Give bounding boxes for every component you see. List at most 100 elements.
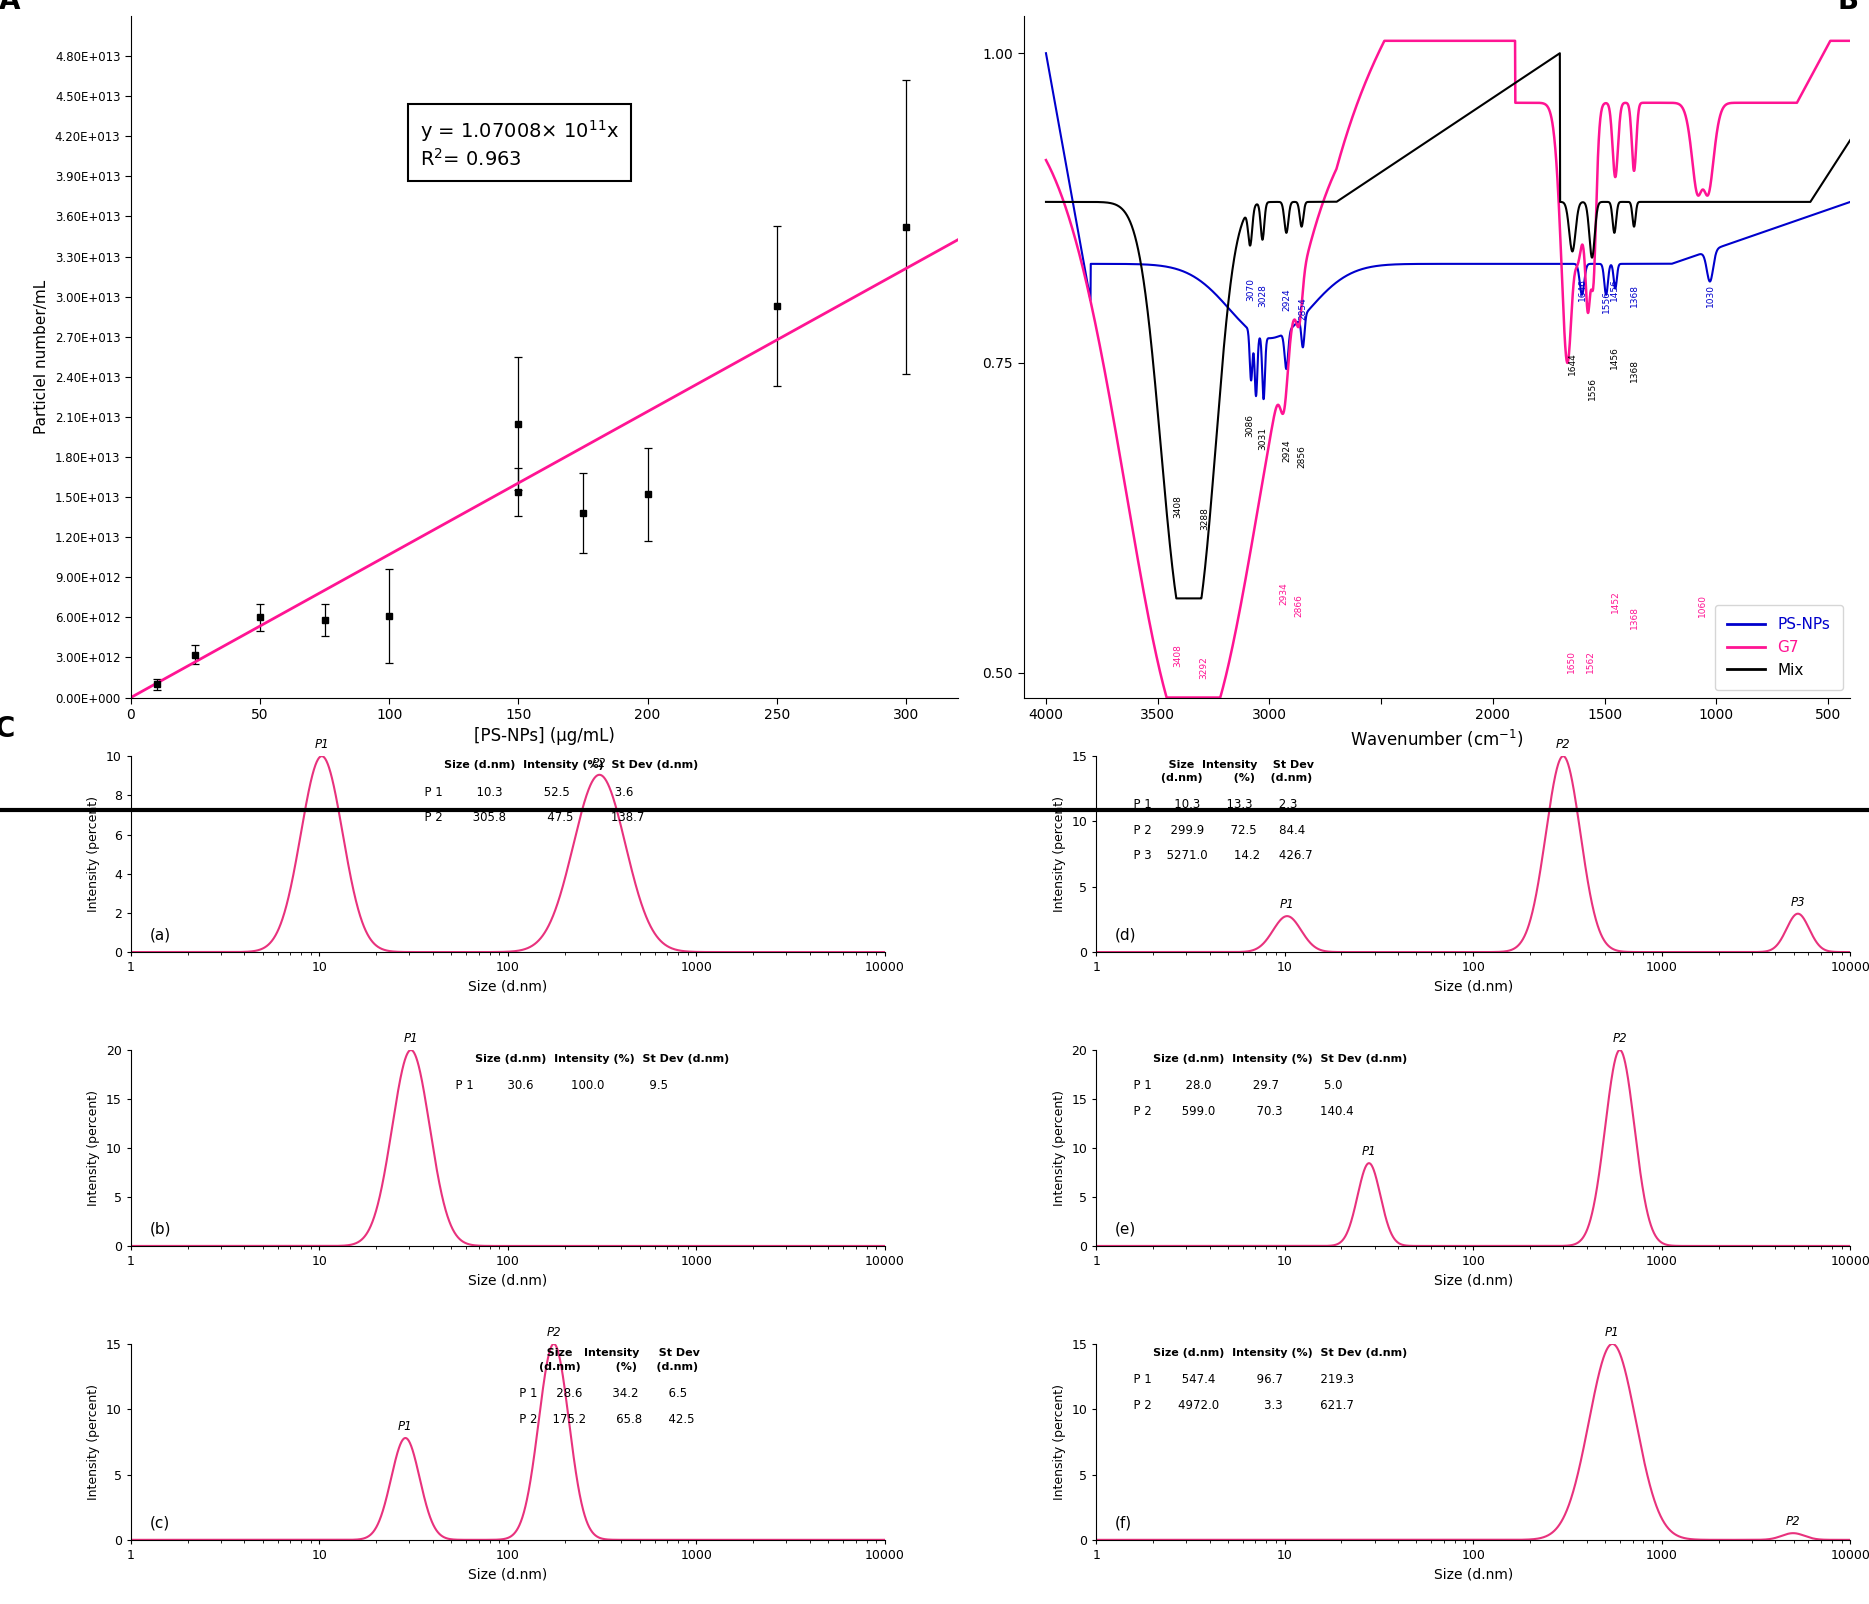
Mix (1839, 130, 1862, 149)
Text: 2854: 2854 (1299, 297, 1308, 319)
X-axis label: [PS-NPs] (μg/mL): [PS-NPs] (μg/mL) (473, 728, 615, 746)
Line: Mix: Mix (1047, 53, 1850, 598)
X-axis label: Size (d.nm): Size (d.nm) (469, 1274, 548, 1288)
Text: P1: P1 (314, 738, 329, 751)
Text: P2: P2 (1555, 738, 1570, 751)
Text: P 2       4972.0            3.3          621.7: P 2 4972.0 3.3 621.7 (1127, 1399, 1355, 1412)
Text: 3288: 3288 (1200, 507, 1209, 531)
Text: 1562: 1562 (1587, 650, 1594, 672)
G7 (1344, 101, 1366, 120)
Text: Size (d.nm)  Intensity (%)  St Dev (d.nm): Size (d.nm) Intensity (%) St Dev (d.nm) (1127, 1054, 1407, 1063)
Text: Size (d.nm)  Intensity (%)  St Dev (d.nm): Size (d.nm) Intensity (%) St Dev (d.nm) (1127, 1347, 1407, 1359)
Text: P 2        305.8           47.5          138.7: P 2 305.8 47.5 138.7 (417, 812, 645, 824)
Text: 3070: 3070 (1247, 277, 1256, 302)
Text: 1556: 1556 (1602, 290, 1611, 313)
Text: A: A (0, 0, 21, 14)
Y-axis label: Intensity (percent): Intensity (percent) (88, 796, 101, 913)
Text: 1644: 1644 (1568, 353, 1577, 375)
Y-axis label: Particlel number/mL: Particlel number/mL (34, 279, 49, 435)
X-axis label: Size (d.nm): Size (d.nm) (469, 980, 548, 993)
PS-NPs (1344, 261, 1366, 281)
Text: (f): (f) (1116, 1516, 1133, 1530)
Text: 3408: 3408 (1174, 496, 1183, 518)
X-axis label: Size (d.nm): Size (d.nm) (1434, 1274, 1512, 1288)
G7 (1736, 93, 1759, 112)
Text: P2: P2 (1785, 1516, 1800, 1529)
Mix (1127, 237, 1149, 257)
Mix (1549, 43, 1572, 63)
Text: 3031: 3031 (1258, 427, 1267, 449)
X-axis label: Size (d.nm): Size (d.nm) (1434, 980, 1512, 993)
Text: Size (d.nm)  Intensity (%)  St Dev (d.nm): Size (d.nm) Intensity (%) St Dev (d.nm) (417, 760, 699, 770)
Text: P 1         28.0           29.7            5.0: P 1 28.0 29.7 5.0 (1127, 1079, 1342, 1092)
Text: y = 1.07008$\times$ 10$^{11}$x
R$^{2}$= 0.963: y = 1.07008$\times$ 10$^{11}$x R$^{2}$= … (421, 119, 619, 170)
Mix (1164, 589, 1187, 608)
Text: P2: P2 (546, 1327, 561, 1339)
X-axis label: Wavenumber (cm$^{-1}$): Wavenumber (cm$^{-1}$) (1349, 728, 1523, 749)
G7 (1824, 30, 1847, 50)
Text: P 1        547.4           96.7          219.3: P 1 547.4 96.7 219.3 (1127, 1373, 1355, 1386)
Text: 1368: 1368 (1630, 359, 1639, 382)
PS-NPs (1174, 263, 1196, 282)
Mix (1344, 180, 1366, 199)
Text: 2934: 2934 (1280, 582, 1288, 605)
Mix (1174, 589, 1196, 608)
Text: P1: P1 (404, 1033, 419, 1046)
Text: 1452: 1452 (1611, 590, 1620, 613)
Text: 1456: 1456 (1609, 346, 1619, 369)
Text: 3086: 3086 (1247, 414, 1254, 438)
Text: Size   Intensity     St Dev: Size Intensity St Dev (508, 1347, 699, 1359)
X-axis label: Size (d.nm): Size (d.nm) (1434, 1567, 1512, 1582)
Text: 2924: 2924 (1282, 289, 1291, 311)
X-axis label: Size (d.nm): Size (d.nm) (469, 1567, 548, 1582)
Text: P 3    5271.0       14.2     426.7: P 3 5271.0 14.2 426.7 (1127, 849, 1312, 863)
Text: P2: P2 (592, 757, 607, 770)
Line: G7: G7 (1047, 40, 1850, 698)
Text: P 2        599.0           70.3          140.4: P 2 599.0 70.3 140.4 (1127, 1105, 1353, 1118)
Y-axis label: Intensity (percent): Intensity (percent) (88, 1091, 101, 1206)
Text: 2856: 2856 (1297, 446, 1306, 468)
Text: 2866: 2866 (1295, 593, 1305, 618)
Text: 1556: 1556 (1587, 377, 1596, 399)
Text: Size  Intensity    St Dev: Size Intensity St Dev (1127, 760, 1314, 770)
G7 (1155, 688, 1177, 707)
Text: C: C (0, 714, 15, 743)
PS-NPs (1252, 390, 1275, 409)
Text: (b): (b) (150, 1221, 172, 1237)
Y-axis label: Intensity (percent): Intensity (percent) (1052, 796, 1065, 913)
Legend: PS-NPs, G7, Mix: PS-NPs, G7, Mix (1716, 605, 1843, 690)
Text: 1646: 1646 (1577, 277, 1587, 302)
G7 (1374, 30, 1396, 50)
Mix (1035, 192, 1058, 212)
Text: P 1         30.6          100.0            9.5: P 1 30.6 100.0 9.5 (447, 1079, 667, 1092)
Line: PS-NPs: PS-NPs (1047, 53, 1850, 399)
Text: P2: P2 (1613, 1033, 1628, 1046)
Text: 1368: 1368 (1630, 606, 1639, 629)
Text: 1060: 1060 (1699, 593, 1708, 618)
G7 (1127, 549, 1149, 568)
Mix (1824, 154, 1847, 173)
Text: P1: P1 (1605, 1327, 1620, 1339)
Text: (a): (a) (150, 927, 170, 942)
PS-NPs (1824, 197, 1847, 217)
Text: P 1      10.3       13.3       2.3: P 1 10.3 13.3 2.3 (1127, 799, 1297, 812)
G7 (1174, 688, 1196, 707)
Text: P 2    175.2        65.8       42.5: P 2 175.2 65.8 42.5 (508, 1413, 695, 1426)
Text: 1368: 1368 (1630, 284, 1639, 308)
Text: B: B (1837, 0, 1858, 14)
PS-NPs (1736, 228, 1759, 247)
Text: (d): (d) (1116, 927, 1136, 942)
Text: (c): (c) (150, 1516, 170, 1530)
Text: (d.nm)         (%)     (d.nm): (d.nm) (%) (d.nm) (508, 1362, 697, 1371)
G7 (1839, 30, 1862, 50)
Text: 3028: 3028 (1258, 284, 1267, 308)
G7 (1379, 30, 1402, 50)
Text: P 2     299.9       72.5      84.4: P 2 299.9 72.5 84.4 (1127, 824, 1306, 837)
Text: Size (d.nm)  Intensity (%)  St Dev (d.nm): Size (d.nm) Intensity (%) St Dev (d.nm) (447, 1054, 729, 1063)
Text: P 1     28.6        34.2        6.5: P 1 28.6 34.2 6.5 (508, 1387, 688, 1400)
Y-axis label: Intensity (percent): Intensity (percent) (1052, 1384, 1065, 1500)
PS-NPs (1839, 192, 1862, 212)
Text: 1456: 1456 (1609, 277, 1619, 302)
PS-NPs (1377, 255, 1400, 274)
Text: P1: P1 (1363, 1145, 1376, 1158)
